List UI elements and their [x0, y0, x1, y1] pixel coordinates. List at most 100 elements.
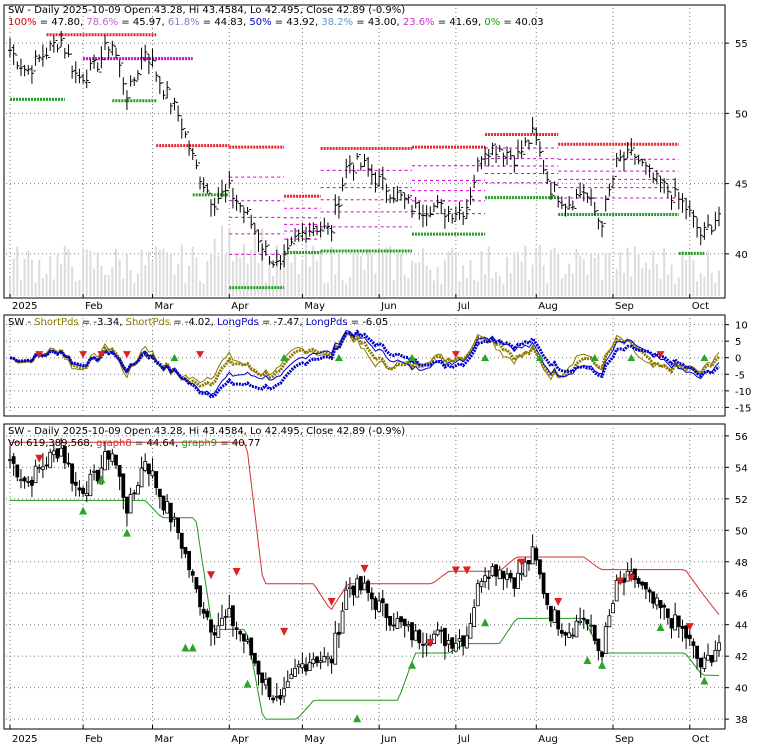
legend-name: LongPds — [217, 317, 259, 328]
candle-body — [556, 610, 561, 630]
candle-body — [548, 605, 553, 622]
candle-body — [176, 517, 181, 533]
candle-body — [388, 615, 392, 626]
y-tick-label: 45 — [735, 180, 748, 191]
panel3-x-axis: 2025 Feb Mar Apr May Jun Jul Aug Sep Oct — [9, 725, 709, 745]
x-tick-label: Sep — [615, 301, 634, 312]
candle-body — [238, 630, 243, 635]
candle-body — [132, 492, 137, 495]
candle-body — [574, 620, 579, 638]
volume-bar — [74, 281, 77, 296]
panel3-y-axis: 56 54 52 50 48 46 44 42 40 38 — [725, 432, 748, 726]
x-tick-label: 2025 — [12, 301, 37, 312]
volume-bar — [400, 254, 403, 296]
y-tick-label: 40 — [735, 684, 748, 695]
volume-bar — [125, 253, 128, 296]
candle-body — [70, 463, 75, 484]
arrow-up-icon — [97, 475, 106, 484]
volume-bar — [436, 267, 439, 296]
candle-body — [121, 473, 126, 498]
volume-bar — [268, 257, 271, 296]
volume-bar — [96, 252, 99, 296]
volume-bar — [451, 247, 454, 296]
volume-bar — [557, 253, 560, 296]
candle-body — [698, 657, 703, 668]
candle-body — [695, 645, 699, 659]
volume-bar — [462, 265, 465, 296]
volume-bar — [491, 277, 494, 296]
volume-bar — [469, 260, 472, 296]
candle-body — [629, 571, 634, 575]
candle-body — [373, 598, 378, 610]
candle-body — [545, 593, 550, 605]
candle-body — [691, 641, 696, 646]
graph9-value: = 40.77 — [217, 438, 260, 449]
candle-body — [44, 464, 49, 467]
volume-bar — [195, 257, 198, 296]
candle-body — [231, 605, 235, 627]
candle-body — [351, 585, 356, 596]
volume-bar — [597, 254, 600, 296]
candle-body — [662, 604, 667, 608]
candle-body — [249, 637, 254, 656]
fib-value: = 41.69, — [435, 17, 485, 28]
candle-body — [201, 608, 206, 614]
candle-body — [216, 625, 221, 638]
candle-body — [702, 657, 707, 669]
volume-bar — [133, 283, 136, 296]
arrow-down-icon — [35, 454, 44, 463]
arrow-down-icon — [122, 351, 131, 359]
volume-bar — [319, 250, 322, 296]
shortpds-line-1 — [9, 331, 720, 384]
candle-body — [538, 559, 542, 575]
volume-bar — [326, 282, 329, 296]
volume-bar — [487, 246, 490, 296]
volume-bar — [184, 283, 187, 296]
y-tick-label: 46 — [735, 589, 748, 600]
volume-bar — [272, 275, 275, 296]
candle-body — [519, 572, 524, 576]
volume-bar — [16, 246, 19, 296]
candle-body — [22, 477, 27, 482]
candle-body — [713, 650, 718, 662]
arrow-up-icon — [627, 354, 636, 362]
volume-bar — [100, 265, 103, 296]
candle-body — [136, 485, 140, 495]
legend-value: = -6.05 — [348, 317, 389, 328]
legend-name: ShortPds — [126, 317, 170, 328]
volume-bar — [345, 283, 348, 296]
volume-bar — [235, 255, 238, 296]
panel1-price-bars — [8, 30, 721, 270]
candle-body — [483, 575, 488, 582]
arrow-up-icon — [408, 354, 417, 362]
candle-body — [340, 610, 345, 634]
arrow-down-icon — [685, 623, 694, 632]
candle-body — [289, 674, 294, 680]
candle-body — [421, 643, 425, 646]
panel2-y-axis: 10 5 0 -5 -10 -15 — [725, 321, 751, 414]
volume-bar — [136, 273, 139, 296]
x-tick-label: May — [304, 301, 325, 312]
candle-body — [26, 481, 31, 483]
x-tick-label: Aug — [538, 734, 558, 745]
volume-bar — [641, 267, 644, 296]
volume-bar — [601, 279, 604, 296]
arrow-down-icon — [627, 574, 636, 583]
candle-body — [296, 664, 301, 668]
arrow-up-icon — [79, 506, 88, 515]
candle-body — [220, 617, 224, 626]
arrow-down-icon — [327, 597, 336, 606]
volume-bar — [370, 254, 373, 296]
volume-bar — [659, 278, 662, 296]
volume-bar — [147, 251, 150, 296]
y-tick-label: -5 — [735, 370, 745, 381]
volume-bar — [213, 238, 216, 296]
volume-bar — [454, 251, 457, 296]
volume-bar — [392, 280, 395, 296]
x-tick-label: Aug — [538, 301, 558, 312]
volume-bar — [275, 244, 278, 296]
candle-body — [241, 633, 246, 642]
panel3-arrows — [35, 454, 709, 723]
